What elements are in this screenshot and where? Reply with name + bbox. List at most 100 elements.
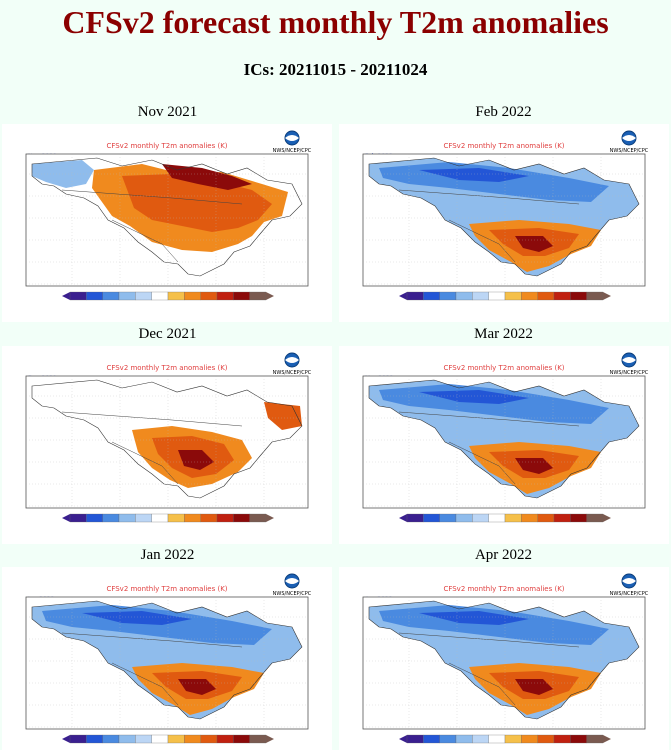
colorbar-segment xyxy=(151,734,169,744)
anomaly-region xyxy=(122,174,272,232)
colorbar-segment xyxy=(423,291,440,301)
us-canada-border xyxy=(61,632,243,648)
anomaly-region xyxy=(178,450,214,470)
anomaly-map-svg: CFSv2 monthly T2m anomalies (K)Mar 2022N… xyxy=(362,352,649,523)
us-canada-border xyxy=(398,411,580,427)
coastline xyxy=(368,379,640,499)
colorbar-right-arrow xyxy=(603,292,611,300)
colorbar-right-arrow xyxy=(603,514,611,522)
colorbar-segment xyxy=(216,513,234,523)
colorbar-segment xyxy=(504,291,522,301)
anomaly-map-svg: CFSv2 monthly T2m anomalies (K)Nov 2021N… xyxy=(25,130,312,301)
colorbar-segment xyxy=(504,513,522,523)
coastline xyxy=(31,379,303,499)
map-header-text: CFSv2 monthly T2m anomalies (K) xyxy=(106,585,227,593)
anomaly-region xyxy=(419,611,529,625)
colorbar-segment xyxy=(102,513,120,523)
colorbar-segment xyxy=(167,734,185,744)
colorbar-segment xyxy=(488,734,506,744)
map-panel-apr-2022: CFSv2 monthly T2m anomalies (K)Apr 2022N… xyxy=(339,567,669,750)
colorbar-segment xyxy=(472,513,489,523)
map-header-text: CFSv2 monthly T2m anomalies (K) xyxy=(106,364,227,372)
colorbar-segment xyxy=(118,734,136,744)
colorbar-left-arrow xyxy=(62,735,70,743)
us-mexico-border xyxy=(111,662,179,706)
colorbar-segment xyxy=(167,291,185,301)
colorbar-segment xyxy=(216,291,234,301)
colorbar-segment xyxy=(586,734,604,744)
map-panel-jan-2022: CFSv2 monthly T2m anomalies (K)Jan 2022N… xyxy=(2,567,332,750)
colorbar-segment xyxy=(184,513,201,523)
colorbar-segment xyxy=(249,513,267,523)
coastline xyxy=(31,600,303,720)
colorbar-segment xyxy=(488,291,506,301)
page-subtitle: ICs: 20211015 - 20211024 xyxy=(243,60,428,79)
anomaly-map-svg: CFSv2 monthly T2m anomalies (K)Feb 2022N… xyxy=(362,130,649,301)
colorbar-segment xyxy=(184,734,201,744)
colorbar-segment xyxy=(86,734,103,744)
colorbar-segment xyxy=(570,291,587,301)
colorbar-segment xyxy=(233,291,250,301)
colorbar-segment xyxy=(504,734,522,744)
coastline xyxy=(368,157,640,277)
colorbar-segment xyxy=(200,291,218,301)
colorbar-segment xyxy=(406,291,424,301)
colorbar-segment xyxy=(135,734,152,744)
colorbar-right-arrow xyxy=(266,735,274,743)
us-canada-border xyxy=(61,189,243,205)
colorbar-segment xyxy=(586,291,604,301)
colorbar-segment xyxy=(200,734,218,744)
colorbar-segment xyxy=(86,291,103,301)
colorbar-segment xyxy=(249,734,267,744)
colorbar-left-arrow xyxy=(62,514,70,522)
colorbar-segment xyxy=(439,291,457,301)
colorbar-segment xyxy=(455,734,473,744)
anomaly-map-svg: CFSv2 monthly T2m anomalies (K)Dec 2021N… xyxy=(25,352,312,523)
colorbar-segment xyxy=(553,513,571,523)
coastline xyxy=(368,600,640,720)
colorbar-segment xyxy=(184,291,201,301)
colorbar-segment xyxy=(233,734,250,744)
colorbar-segment xyxy=(423,734,440,744)
anomaly-region xyxy=(162,164,252,190)
map-panel-dec-2021: CFSv2 monthly T2m anomalies (K)Dec 2021N… xyxy=(2,346,332,544)
anomaly-map-svg: CFSv2 monthly T2m anomalies (K)Apr 2022N… xyxy=(362,573,649,744)
colorbar-left-arrow xyxy=(399,292,407,300)
map-credit-text: NWS/NCEP/CPC xyxy=(273,148,312,154)
panel-title-mar-2022: Mar 2022 xyxy=(474,326,533,342)
anomaly-region xyxy=(32,160,94,188)
coastline xyxy=(31,157,303,277)
colorbar-segment xyxy=(472,734,489,744)
us-mexico-border xyxy=(111,219,179,263)
us-canada-border xyxy=(398,189,580,205)
map-header-text: CFSv2 monthly T2m anomalies (K) xyxy=(443,585,564,593)
us-mexico-border xyxy=(111,441,179,485)
colorbar-segment xyxy=(69,291,87,301)
colorbar-segment xyxy=(151,291,169,301)
map-header-text: CFSv2 monthly T2m anomalies (K) xyxy=(443,142,564,150)
colorbar-segment xyxy=(488,513,506,523)
colorbar-segment xyxy=(167,513,185,523)
anomaly-region xyxy=(419,390,529,404)
colorbar-right-arrow xyxy=(266,292,274,300)
anomaly-region xyxy=(82,611,192,625)
page-title: CFSv2 forecast monthly T2m anomalies xyxy=(62,4,609,40)
map-credit-text: NWS/NCEP/CPC xyxy=(273,370,312,376)
colorbar-segment xyxy=(102,291,120,301)
colorbar-segment xyxy=(135,513,152,523)
panel-title-jan-2022: Jan 2022 xyxy=(140,547,195,563)
colorbar-segment xyxy=(118,513,136,523)
colorbar-segment xyxy=(521,291,538,301)
colorbar-segment xyxy=(423,513,440,523)
colorbar-segment xyxy=(553,734,571,744)
colorbar-segment xyxy=(406,513,424,523)
colorbar-segment xyxy=(439,734,457,744)
panel-title-dec-2021: Dec 2021 xyxy=(138,326,197,342)
colorbar-segment xyxy=(570,513,587,523)
us-mexico-border xyxy=(448,219,516,263)
map-panel-feb-2022: CFSv2 monthly T2m anomalies (K)Feb 2022N… xyxy=(339,124,669,322)
us-canada-border xyxy=(398,632,580,648)
colorbar-segment xyxy=(537,291,555,301)
colorbar-segment xyxy=(200,513,218,523)
colorbar-segment xyxy=(537,734,555,744)
